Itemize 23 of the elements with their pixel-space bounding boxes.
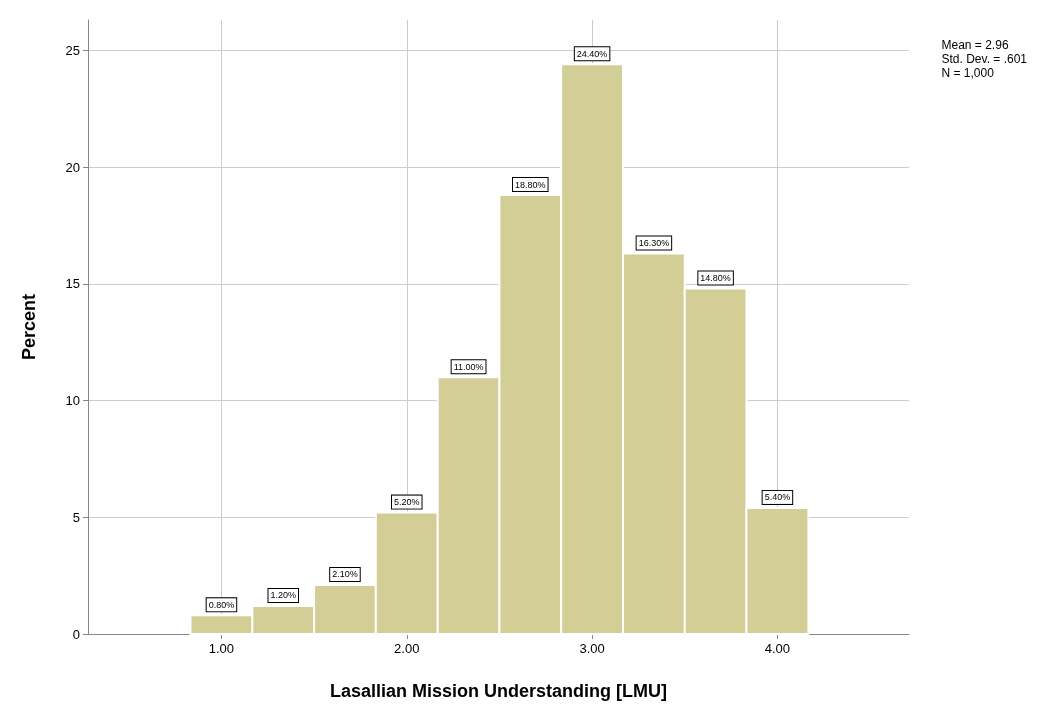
data-label: 1.20% <box>270 590 297 601</box>
data-label: 0.80% <box>208 599 235 610</box>
data-label: 14.80% <box>700 272 731 283</box>
data-label: 11.00% <box>453 361 484 372</box>
data-label: 2.10% <box>332 569 358 580</box>
data-label: 18.80% <box>515 179 546 190</box>
y-tick-label: 10 <box>65 393 80 409</box>
y-tick-label: 0 <box>72 626 80 642</box>
y-axis-title: Percent <box>19 293 39 361</box>
y-tick-label: 20 <box>65 159 80 175</box>
x-tick-label: 2.00 <box>394 641 420 656</box>
data-label: 5.40% <box>764 492 791 503</box>
x-axis-title: Lasallian Mission Understanding [LMU] <box>329 681 668 701</box>
y-tick-label: 5 <box>72 509 80 525</box>
data-label: 5.20% <box>394 497 420 508</box>
x-tick-label: 4.00 <box>764 641 791 656</box>
text: Mean = 2.96 Std. Dev. = .601 N = 1,000 <box>941 38 1028 80</box>
y-tick-label: 15 <box>65 276 80 292</box>
data-label: 16.30% <box>638 237 670 248</box>
data-label: 24.40% <box>576 48 608 59</box>
y-tick-label: 25 <box>65 42 80 58</box>
x-tick-label: 3.00 <box>579 641 605 656</box>
x-tick-label: 1.00 <box>208 641 235 656</box>
